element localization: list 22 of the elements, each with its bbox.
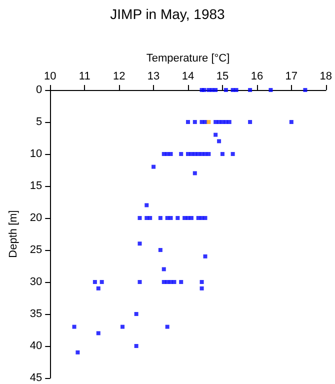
y-tick-label: 40 [30,340,42,352]
chart-title: JIMP in May, 1983 [110,6,226,22]
y-tick-label: 20 [30,212,42,224]
y-tick-label: 35 [30,308,42,320]
y-axis-title: Depth [m] [8,210,20,258]
x-tick-label: 10 [44,70,56,82]
y-tick-label: 10 [30,148,42,160]
y-tick-label: 5 [36,116,42,128]
x-axis-title: Temperature [°C] [146,52,230,64]
y-tick-label: 30 [30,276,42,288]
x-tick-label: 17 [285,70,298,82]
x-tick-label: 11 [78,70,90,82]
x-tick-label: 15 [216,70,229,82]
y-tick-label: 45 [30,372,42,384]
x-tick-label: 12 [112,70,126,82]
x-tick-label: 14 [182,70,194,82]
y-tick-label: 0 [36,84,42,96]
y-tick-label: 15 [30,180,42,192]
x-tick-label: 18 [320,70,332,82]
x-tick-label: 13 [147,70,160,82]
x-tick-label: 16 [250,70,264,82]
y-tick-label: 25 [30,244,42,256]
